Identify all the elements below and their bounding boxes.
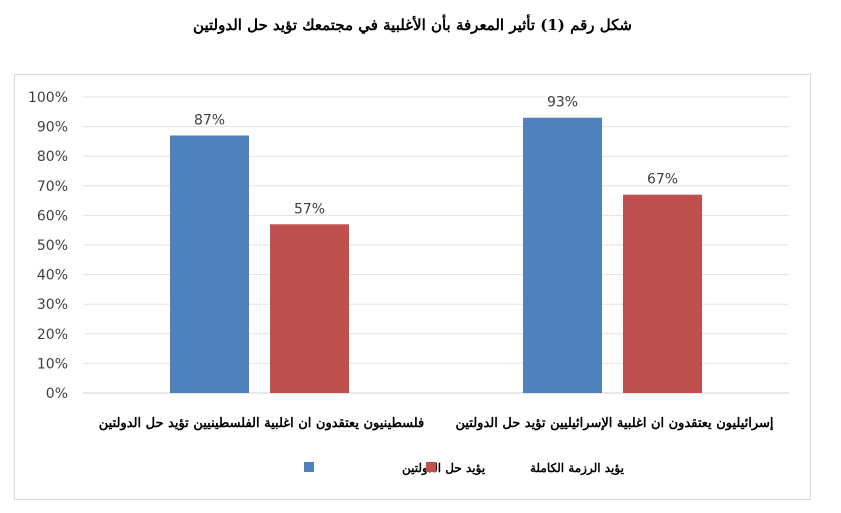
- category-label: إسرائيليون يعتقدون ان اغلبية الإسرائيليي…: [455, 416, 773, 431]
- legend-swatch: [304, 462, 314, 472]
- bar: [623, 194, 702, 393]
- y-tick-label: 10%: [37, 356, 68, 372]
- y-tick-label: 30%: [37, 297, 68, 313]
- chart-title: شكل رقم (1) تأثير المعرفة بأن الأغلبية ف…: [193, 16, 632, 34]
- bar: [170, 135, 249, 394]
- y-tick-label: 20%: [37, 327, 68, 343]
- data-label: 57%: [294, 201, 325, 217]
- data-labels: 87% 57% 93% 67%: [194, 95, 678, 218]
- legend-swatch: [426, 462, 436, 472]
- bar: [523, 117, 602, 393]
- legend-label: يؤيد حل الدولتين: [402, 461, 486, 476]
- chart-frame: [14, 74, 811, 500]
- category-label: فلسطينيون يعتقدون ان اغلبية الفلسطينيين …: [99, 416, 425, 431]
- y-axis-ticks: 0% 10% 20% 30% 40% 50% 60% 70% 80% 90% 100%: [28, 90, 68, 402]
- bar: [270, 224, 349, 393]
- data-label: 67%: [647, 172, 678, 188]
- y-tick-label: 40%: [37, 268, 68, 284]
- legend: يؤيد حل الدولتين يؤيد الرزمة الكاملة: [304, 461, 625, 476]
- bars: [170, 117, 702, 394]
- y-tick-label: 0%: [46, 386, 68, 402]
- y-tick-label: 70%: [37, 179, 68, 195]
- y-tick-label: 90%: [37, 120, 68, 136]
- y-tick-label: 80%: [37, 149, 68, 165]
- data-label: 93%: [547, 95, 578, 111]
- y-tick-label: 60%: [37, 208, 68, 224]
- y-tick-label: 50%: [37, 238, 68, 254]
- data-label: 87%: [194, 112, 225, 128]
- category-labels: فلسطينيون يعتقدون ان اغلبية الفلسطينيين …: [99, 416, 774, 431]
- legend-label: يؤيد الرزمة الكاملة: [530, 461, 625, 476]
- y-tick-label: 100%: [28, 90, 68, 106]
